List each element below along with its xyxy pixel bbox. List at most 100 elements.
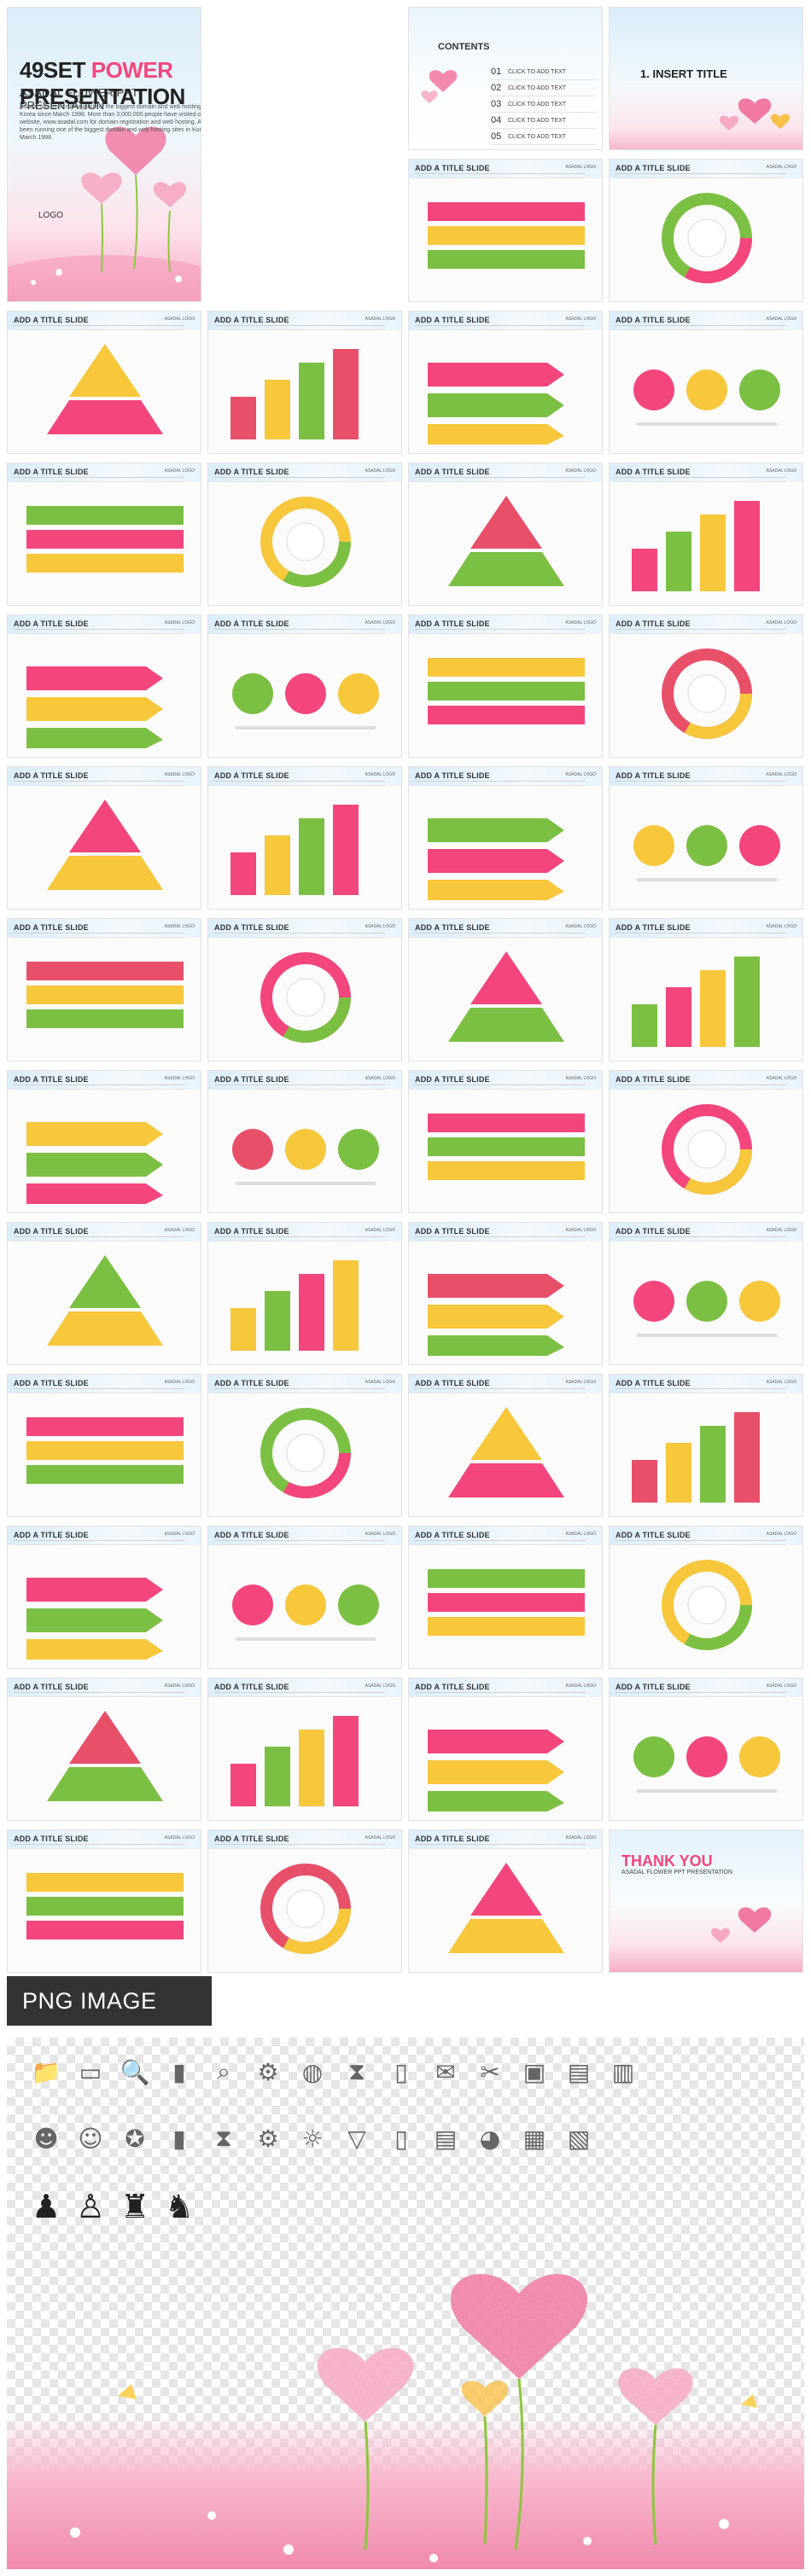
thank-you-slide[interactable]: THANK YOU ASADAL FLOWER PPT PRESENTATION [609,1829,803,1973]
slide-description-lines [214,1236,385,1241]
slide-logo: ASADAL LOGO [565,468,596,474]
content-slide[interactable]: ADD A TITLE SLIDE ASADAL LOGO [408,1678,603,1821]
slide-description-lines [14,781,184,786]
content-slide[interactable]: ADD A TITLE SLIDE ASADAL LOGO [609,1374,803,1517]
slide-diagram [633,825,780,881]
content-slide[interactable]: ADD A TITLE SLIDE ASADAL LOGO [207,1374,402,1517]
gears-icon: ⚙ [257,2124,279,2153]
content-slide[interactable]: ADD A TITLE SLIDE ASADAL LOGO [609,1222,803,1365]
content-slide[interactable]: ADD A TITLE SLIDE ASADAL LOGO [207,918,402,1061]
content-slide[interactable]: ADD A TITLE SLIDE ASADAL LOGO [207,311,402,454]
contents-item[interactable]: 04 CLICK TO ADD TEXT [491,113,597,129]
document-icon: ▧ [567,2124,591,2153]
content-slide[interactable]: ADD A TITLE SLIDE ASADAL LOGO [408,1829,603,1973]
icon-row-1: 📁 ▭ 🔍 ▮ ⌕ ⚙ ◍ ⧗ ▯ ✉ ✂ ▣ ▤ ▥ [24,2050,645,2094]
smartphone-icon: ▯ [394,2124,408,2153]
contents-item-number: 04 [491,115,502,125]
slide-diagram [428,658,585,724]
slide-logo: ASADAL LOGO [164,1532,195,1537]
content-slide[interactable]: ADD A TITLE SLIDE ASADAL LOGO [7,1829,201,1973]
icon-row-2: ☻ ☺ ✪ ▮ ⧗ ⚙ ☼ ▽ ▯ ▤ ◕ ▦ ▧ [24,2116,601,2160]
slide-diagram [662,648,752,739]
content-slide[interactable]: ADD A TITLE SLIDE ASADAL LOGO [207,614,402,758]
contents-item-number: 01 [491,67,502,77]
folder-icon: 📁 [31,2057,61,2086]
slide-description-lines [415,1236,586,1241]
content-slide[interactable]: ADD A TITLE SLIDE ASADAL LOGO [408,614,603,758]
slide-logo: ASADAL LOGO [565,924,596,929]
content-slide[interactable]: ADD A TITLE SLIDE ASADAL LOGO [207,1222,402,1365]
content-slide[interactable]: ADD A TITLE SLIDE ASADAL LOGO [609,766,803,910]
content-slide[interactable]: ADD A TITLE SLIDE ASADAL LOGO [408,1526,603,1669]
content-slide[interactable]: ADD A TITLE SLIDE ASADAL LOGO [7,766,201,910]
content-slide[interactable]: ADD A TITLE SLIDE ASADAL LOGO [207,462,402,606]
content-slide[interactable]: ADD A TITLE SLIDE ASADAL LOGO [408,1222,603,1365]
slide-diagram [260,1408,351,1498]
png-assets-area: 📁 ▭ 🔍 ▮ ⌕ ⚙ ◍ ⧗ ▯ ✉ ✂ ▣ ▤ ▥ ☻ ☺ ✪ ▮ ⧗ ⚙ ☼ ▽ ▯ ▤ ◕ ▦ ▧ ♟ ♙ ♜ ♞ [7,2038,804,2569]
contents-item-text: CLICK TO ADD TEXT [508,101,567,108]
slide-diagram [26,1122,163,1204]
content-slide[interactable]: ADD A TITLE SLIDE ASADAL LOGO [609,614,803,758]
content-slide[interactable]: ADD A TITLE SLIDE ASADAL LOGO [7,1222,201,1365]
slide-diagram [47,1711,163,1801]
slide-diagram [230,805,359,895]
slide-description-lines [214,933,385,938]
content-slide[interactable]: ADD A TITLE SLIDE ASADAL LOGO [609,1070,803,1213]
slide-description-lines [14,1084,184,1090]
slide-diagram [230,1716,359,1806]
contents-item[interactable]: 05 CLICK TO ADD TEXT [491,129,597,145]
slide-diagram [232,673,379,730]
section-slide[interactable]: 1. INSERT TITLE [609,7,803,150]
cover-slide[interactable]: 49SET POWER PRESENTATION ASADAL FLOWER P… [7,7,201,302]
content-slide[interactable]: ADD A TITLE SLIDE ASADAL LOGO [609,311,803,454]
content-slide[interactable]: ADD A TITLE SLIDE ASADAL LOGO [408,462,603,606]
contents-item[interactable]: 02 CLICK TO ADD TEXT [491,80,597,96]
slide-title: ADD A TITLE SLIDE [214,1835,289,1843]
slide-logo: ASADAL LOGO [365,620,395,625]
slide-logo: ASADAL LOGO [565,1076,596,1081]
contents-slide[interactable]: CONTENTS 01 CLICK TO ADD TEXT 02 CLICK TO A… [408,7,603,150]
content-slide[interactable]: ADD A TITLE SLIDE ASADAL LOGO [408,311,603,454]
content-slide[interactable]: ADD A TITLE SLIDE ASADAL LOGO [408,766,603,910]
slide-description-lines [14,629,184,634]
shirt-icon: ▽ [347,2124,366,2153]
content-slide[interactable]: ADD A TITLE SLIDE ASADAL LOGO [7,1374,201,1517]
content-slide[interactable]: ADD A TITLE SLIDE ASADAL LOGO [7,1070,201,1213]
floppy-disk-icon: ▣ [522,2057,546,2086]
contents-item[interactable]: 01 CLICK TO ADD TEXT [491,64,597,80]
content-slide[interactable]: ADD A TITLE SLIDE ASADAL LOGO [609,1526,803,1669]
content-slide[interactable]: ADD A TITLE SLIDE ASADAL LOGO [7,918,201,1061]
slide-title: ADD A TITLE SLIDE [14,1227,89,1236]
slide-diagram [632,957,760,1047]
slide-logo: ASADAL LOGO [565,165,596,170]
content-slide[interactable]: ADD A TITLE SLIDE ASADAL LOGO [408,1374,603,1517]
slide-title: ADD A TITLE SLIDE [616,316,691,324]
contents-list: 01 CLICK TO ADD TEXT 02 CLICK TO ADD TEXT 03… [491,64,597,145]
contents-item[interactable]: 03 CLICK TO ADD TEXT [491,96,597,113]
slide-logo: ASADAL LOGO [365,924,395,929]
slide-grid: 49SET POWER PRESENTATION ASADAL FLOWER P… [7,7,804,1973]
content-slide[interactable]: ADD A TITLE SLIDE ASADAL LOGO [207,1829,402,1973]
content-slide[interactable]: ADD A TITLE SLIDE ASADAL LOGO [609,159,803,302]
content-slide[interactable]: ADD A TITLE SLIDE ASADAL LOGO [207,1070,402,1213]
content-slide[interactable]: ADD A TITLE SLIDE ASADAL LOGO [7,1526,201,1669]
slide-title: ADD A TITLE SLIDE [616,923,691,932]
slide-diagram [448,951,564,1042]
content-slide[interactable]: ADD A TITLE SLIDE ASADAL LOGO [207,1678,402,1821]
content-slide[interactable]: ADD A TITLE SLIDE ASADAL LOGO [7,1678,201,1821]
content-slide[interactable]: ADD A TITLE SLIDE ASADAL LOGO [207,1526,402,1669]
content-slide[interactable]: ADD A TITLE SLIDE ASADAL LOGO [408,1070,603,1213]
slide-description-lines [214,781,385,786]
slide-description-lines [415,629,586,634]
content-slide[interactable]: ADD A TITLE SLIDE ASADAL LOGO [7,311,201,454]
content-slide[interactable]: ADD A TITLE SLIDE ASADAL LOGO [408,918,603,1061]
content-slide[interactable]: ADD A TITLE SLIDE ASADAL LOGO [207,766,402,910]
content-slide[interactable]: ADD A TITLE SLIDE ASADAL LOGO [7,614,201,758]
content-slide[interactable]: ADD A TITLE SLIDE ASADAL LOGO [609,462,803,606]
content-slide[interactable]: ADD A TITLE SLIDE ASADAL LOGO [609,1678,803,1821]
content-slide[interactable]: ADD A TITLE SLIDE ASADAL LOGO [609,918,803,1061]
slide-description-lines [214,1540,385,1545]
content-slide[interactable]: ADD A TITLE SLIDE ASADAL LOGO [7,462,201,606]
content-slide[interactable]: ADD A TITLE SLIDE ASADAL LOGO [408,159,603,302]
flower-field-art [7,2416,804,2569]
